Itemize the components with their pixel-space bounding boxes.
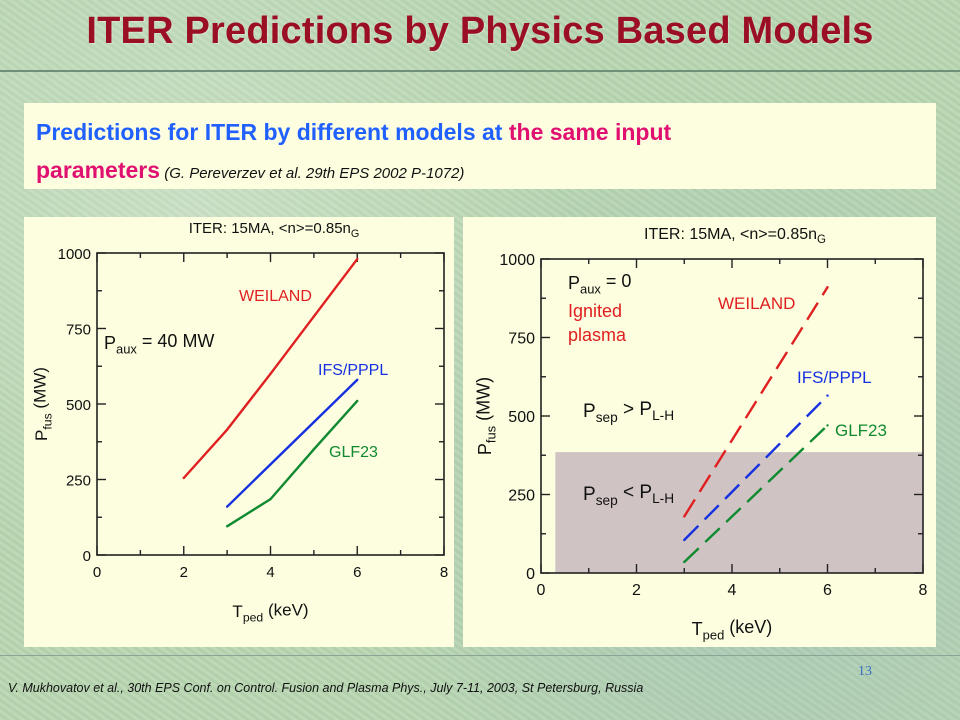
left-xlabel: Tped (keV) [232,600,308,624]
left-series-line-glf23 [226,400,359,528]
right-data-point [826,394,829,397]
right-xtick-label: 8 [919,582,928,599]
left-plot: 0 2 4 6 8 0 250 500 750 1000 Tped (keV) Pfus (MW) IT… [30,220,448,624]
subtitle-reference: (G. Pereverzev et al. 29th EPS 2002 P-10… [160,165,465,182]
right-xtick-label: 6 [823,582,832,599]
right-ytick-label: 750 [508,331,535,348]
right-data-point [826,286,829,289]
left-annotation: Paux = 40 MW [104,331,214,356]
left-xtick-label: 2 [180,564,188,581]
right-annotation: Ignited [568,301,622,321]
left-data-point [312,448,316,451]
left-ytick-label: 0 [83,548,91,565]
subtitle-box: Predictions for ITER by different models… [24,103,936,189]
right-annotation: plasma [568,325,627,345]
subtitle-line-2: parameters (G. Pereverzev et al. 29th EP… [36,151,924,193]
page-number: 13 [858,664,872,679]
left-chart: 0 2 4 6 8 0 250 500 750 1000 Tped (keV) Pfus (MW) IT… [30,220,448,624]
right-ytick-label: 500 [508,409,535,426]
left-ytick-label: 750 [66,322,91,339]
left-data-point [225,505,229,508]
right-chart: 0 2 4 6 8 0 250 500 750 1000 Tped (keV) Pfus (MW) IT… [473,226,927,643]
title-divider [0,70,960,72]
left-ylabel: Pfus (MW) [30,367,54,441]
right-ytick-label: 1000 [499,252,535,269]
left-xtick-label: 8 [440,564,448,581]
right-series-label: IFS/PPPL [797,368,872,387]
right-annotation: Paux = 0 [568,271,631,296]
left-data-point [356,257,359,261]
right-ytick-label: 250 [508,488,535,505]
right-xtick-label: 4 [728,582,737,599]
right-ylabel: Pfus (MW) [473,377,498,455]
slide-title: ITER Predictions by Physics Based Models [86,10,874,52]
left-data-point [269,372,272,375]
left-data-point [225,428,229,431]
right-annotation: Psep > PL-H [583,399,674,425]
left-data-point [225,525,229,528]
left-ytick-label: 1000 [58,246,91,263]
subtitle-part-3: parameters [36,157,161,183]
right-data-point [683,560,686,564]
subtitle-line-1: Predictions for ITER by different models… [36,113,924,151]
right-data-point [826,424,829,427]
right-xtick-label: 0 [537,582,546,599]
right-ytick-label: 0 [526,566,535,583]
left-data-point [312,420,316,424]
right-series-line-glf23 [683,424,829,563]
right-series-label: WEILAND [718,294,795,313]
left-ytick-label: 250 [66,473,91,490]
left-ytick-label: 500 [66,397,91,414]
left-series-label: IFS/PPPL [318,362,388,379]
right-series-line-ifs-pppl [683,394,829,541]
right-chart-panel: 0 2 4 6 8 0 250 500 750 1000 Tped (keV) Pfus (MW) IT… [463,217,936,647]
left-data-point [312,315,316,318]
right-xtick-label: 2 [632,582,641,599]
right-xlabel: Tped (keV) [692,617,773,642]
footer-divider [0,655,960,656]
left-xtick-label: 4 [266,564,274,581]
left-data-point [269,497,272,501]
subtitle-part-1: Predictions for ITER by different models… [36,119,509,145]
left-series-label: GLF23 [329,444,378,461]
right-plot: 0 2 4 6 8 0 250 500 750 1000 Tped (keV) Pfus (MW) IT… [473,226,927,643]
left-title: ITER: 15MA, <n>=0.85nG [189,220,360,240]
right-annotation: Psep < PL-H [583,482,674,508]
right-shaded-region [555,452,923,573]
left-series-line-ifs-pppl [226,378,359,508]
left-data-point [269,463,272,466]
left-xtick-label: 0 [93,564,101,581]
left-xtick-label: 6 [353,564,361,581]
right-title: ITER: 15MA, <n>=0.85nG [644,226,826,246]
right-data-point [683,515,686,518]
right-data-point [683,538,686,542]
left-series-label: WEILAND [239,288,312,305]
right-series-line-weiland [683,286,829,518]
left-data-point [356,399,359,403]
footer-citation: V. Mukhovatov et al., 30th EPS Conf. on … [8,681,644,695]
left-data-point [356,378,359,382]
left-chart-panel: 0 2 4 6 8 0 250 500 750 1000 Tped (keV) Pfus (MW) IT… [24,217,454,647]
subtitle-part-2: the same input [508,119,672,145]
right-series-label: GLF23 [835,421,887,440]
left-data-point [182,476,185,480]
